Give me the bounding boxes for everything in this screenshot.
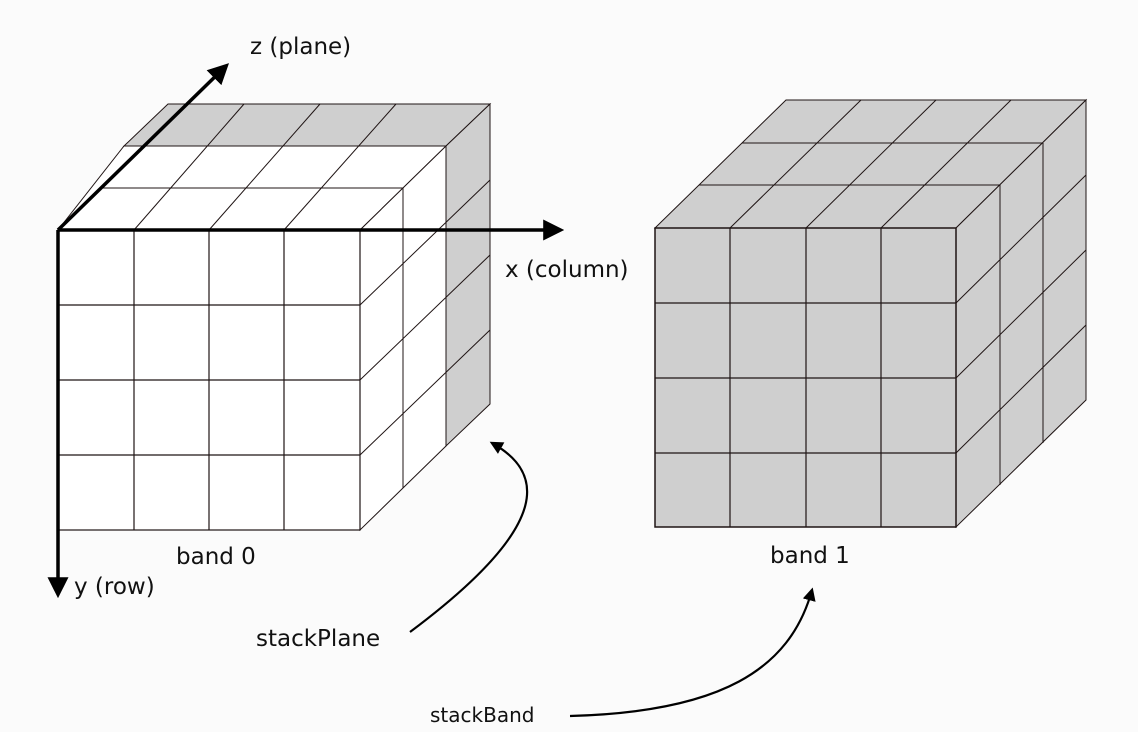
band-0-right-shaded-face <box>445 102 491 448</box>
band-1-cube <box>653 98 1088 529</box>
x-axis-label: x (column) <box>505 257 629 283</box>
band-1-top-diag <box>729 99 862 229</box>
band-1-top-diag <box>880 99 1012 229</box>
band-0-cube <box>56 102 492 532</box>
band-1-top-diag <box>805 99 937 229</box>
z-axis-label: z (plane) <box>250 34 351 60</box>
band-0-right-hline <box>359 329 491 456</box>
band-1-right-hline <box>955 249 1087 379</box>
axes <box>47 63 565 599</box>
band-1-right-hline <box>955 324 1087 454</box>
band-1-right-hline <box>955 174 1087 304</box>
z-axis-arrow <box>56 63 230 232</box>
band-0-top-depth-line <box>133 103 245 231</box>
band-0-right-hline <box>359 254 491 381</box>
band-1-label: band 1 <box>770 543 850 569</box>
stack-plane-curve-arrow <box>409 441 529 633</box>
band-0-right-hline <box>359 179 491 306</box>
band-0-top-depth-line <box>208 103 321 231</box>
band-0-label: band 0 <box>176 544 256 570</box>
stack-plane-label: stackPlane <box>256 626 380 652</box>
y-axis-label: y (row) <box>74 574 155 600</box>
band-0-top-depth-line <box>283 103 397 231</box>
stack-band-curve-arrow <box>569 587 816 718</box>
stack-band-label: stackBand <box>430 703 534 727</box>
